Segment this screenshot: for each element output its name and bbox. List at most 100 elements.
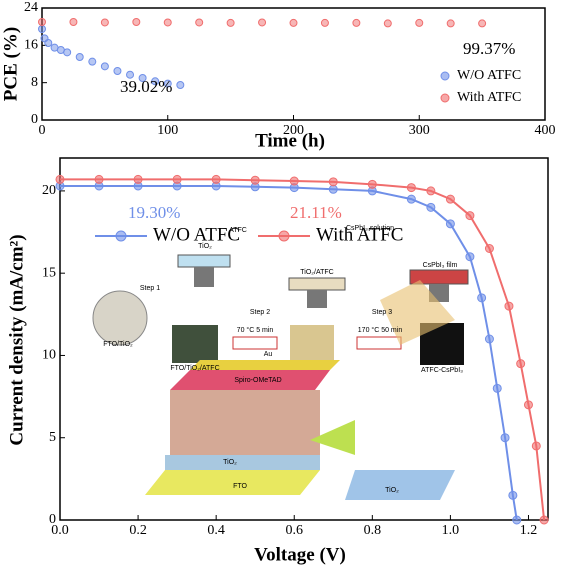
- inset-label: FTO/TiO₂/ATFC: [170, 365, 219, 372]
- inset-label: Au: [264, 351, 273, 358]
- fto-layer: [145, 470, 320, 495]
- point: [151, 77, 160, 86]
- point: [446, 19, 455, 28]
- spin-stand: [194, 267, 214, 287]
- legend-label: W/O ATFC: [153, 224, 240, 245]
- x-tick-label: 1.0: [442, 523, 460, 538]
- inset-label: ATFC-CsPbI₃: [421, 367, 463, 374]
- marker: [523, 400, 533, 410]
- x-tick-label: 0.0: [51, 523, 69, 538]
- tio2-plate: [177, 254, 231, 268]
- x-tick-label: 0.2: [129, 523, 147, 538]
- point: [352, 18, 361, 27]
- inset-illustration: [92, 254, 469, 500]
- point: [138, 74, 147, 82]
- point: [69, 18, 78, 26]
- inset-label: FTO/TiO₂: [103, 341, 133, 348]
- inset-label: CsPbI₃ film: [423, 262, 458, 269]
- x-tick-label: 0.8: [364, 523, 382, 538]
- annotation: 21.11%: [290, 203, 342, 222]
- point: [478, 19, 487, 28]
- point: [38, 18, 46, 26]
- marker: [445, 219, 455, 229]
- marker: [484, 334, 494, 344]
- point: [132, 18, 141, 26]
- x-tick-label: 0.6: [285, 523, 303, 538]
- inset-label: TiO₂: [385, 487, 399, 494]
- marker: [55, 174, 65, 184]
- marker: [328, 184, 338, 194]
- marker: [406, 183, 416, 193]
- point: [258, 18, 267, 27]
- perovskite-octahedra: [380, 280, 455, 345]
- annotation: 19.30%: [128, 203, 180, 222]
- point: [44, 39, 53, 47]
- marker: [500, 433, 510, 443]
- y-axis-title: PCE (%): [0, 27, 21, 101]
- point: [88, 57, 97, 66]
- marker: [516, 359, 526, 369]
- substrate-photo: [172, 325, 218, 363]
- marker: [406, 194, 416, 204]
- inset-label: 70 °C 5 min: [237, 326, 274, 334]
- x-tick-label: 0: [39, 123, 46, 138]
- y-tick-label: 20: [42, 183, 56, 198]
- legend-marker: [440, 93, 450, 103]
- marker: [539, 515, 549, 525]
- point: [100, 62, 109, 71]
- y-tick-label: 24: [24, 0, 38, 15]
- inset-label: TiO₂: [223, 459, 237, 466]
- y-tick-label: 16: [24, 38, 38, 53]
- spiro-layer: [170, 370, 330, 390]
- tio2-surface: [345, 470, 455, 500]
- point: [289, 18, 298, 27]
- x-tick-label: 100: [157, 123, 178, 138]
- y-tick-label: 15: [42, 265, 56, 280]
- point: [126, 70, 135, 79]
- marker: [477, 293, 487, 303]
- point: [163, 18, 172, 27]
- marker: [508, 490, 518, 500]
- inset-label: Step 2: [250, 309, 270, 316]
- x-axis-title: Time (h): [255, 130, 325, 151]
- hotplate: [232, 336, 278, 350]
- legend-marker: [115, 230, 127, 242]
- marker: [426, 186, 436, 196]
- marker: [133, 174, 143, 184]
- marker: [504, 301, 514, 311]
- legend-marker: [440, 71, 450, 81]
- tio2-layer: [165, 455, 320, 470]
- petri-dish: [92, 290, 148, 346]
- film-photo: [290, 325, 334, 365]
- point: [176, 81, 185, 89]
- point: [75, 53, 84, 61]
- y-tick-label: 8: [31, 75, 38, 90]
- point: [163, 79, 172, 88]
- annotation: 39.02%: [120, 77, 172, 96]
- marker: [289, 176, 299, 186]
- marker: [211, 174, 221, 184]
- plot-frame: [59, 157, 549, 521]
- inset-label: FTO: [233, 483, 247, 490]
- marker: [328, 177, 338, 187]
- marker: [426, 202, 436, 212]
- inset-label: TiO₂/ATFC: [300, 269, 333, 276]
- marker: [484, 244, 494, 253]
- point: [113, 67, 122, 75]
- hotplate: [356, 336, 402, 350]
- marker: [492, 383, 502, 393]
- point: [38, 25, 46, 33]
- marker: [512, 515, 522, 525]
- point: [195, 18, 204, 27]
- point: [415, 18, 424, 27]
- perovskite-layer: [170, 390, 320, 455]
- x-axis-title: Voltage (V): [254, 544, 346, 565]
- marker: [172, 174, 182, 184]
- x-tick-label: 400: [535, 123, 556, 138]
- inset-label: Step 1: [140, 285, 160, 292]
- au-layer: [190, 360, 340, 370]
- marker: [465, 211, 475, 221]
- marker: [94, 174, 104, 184]
- x-tick-label: 1.2: [520, 523, 538, 538]
